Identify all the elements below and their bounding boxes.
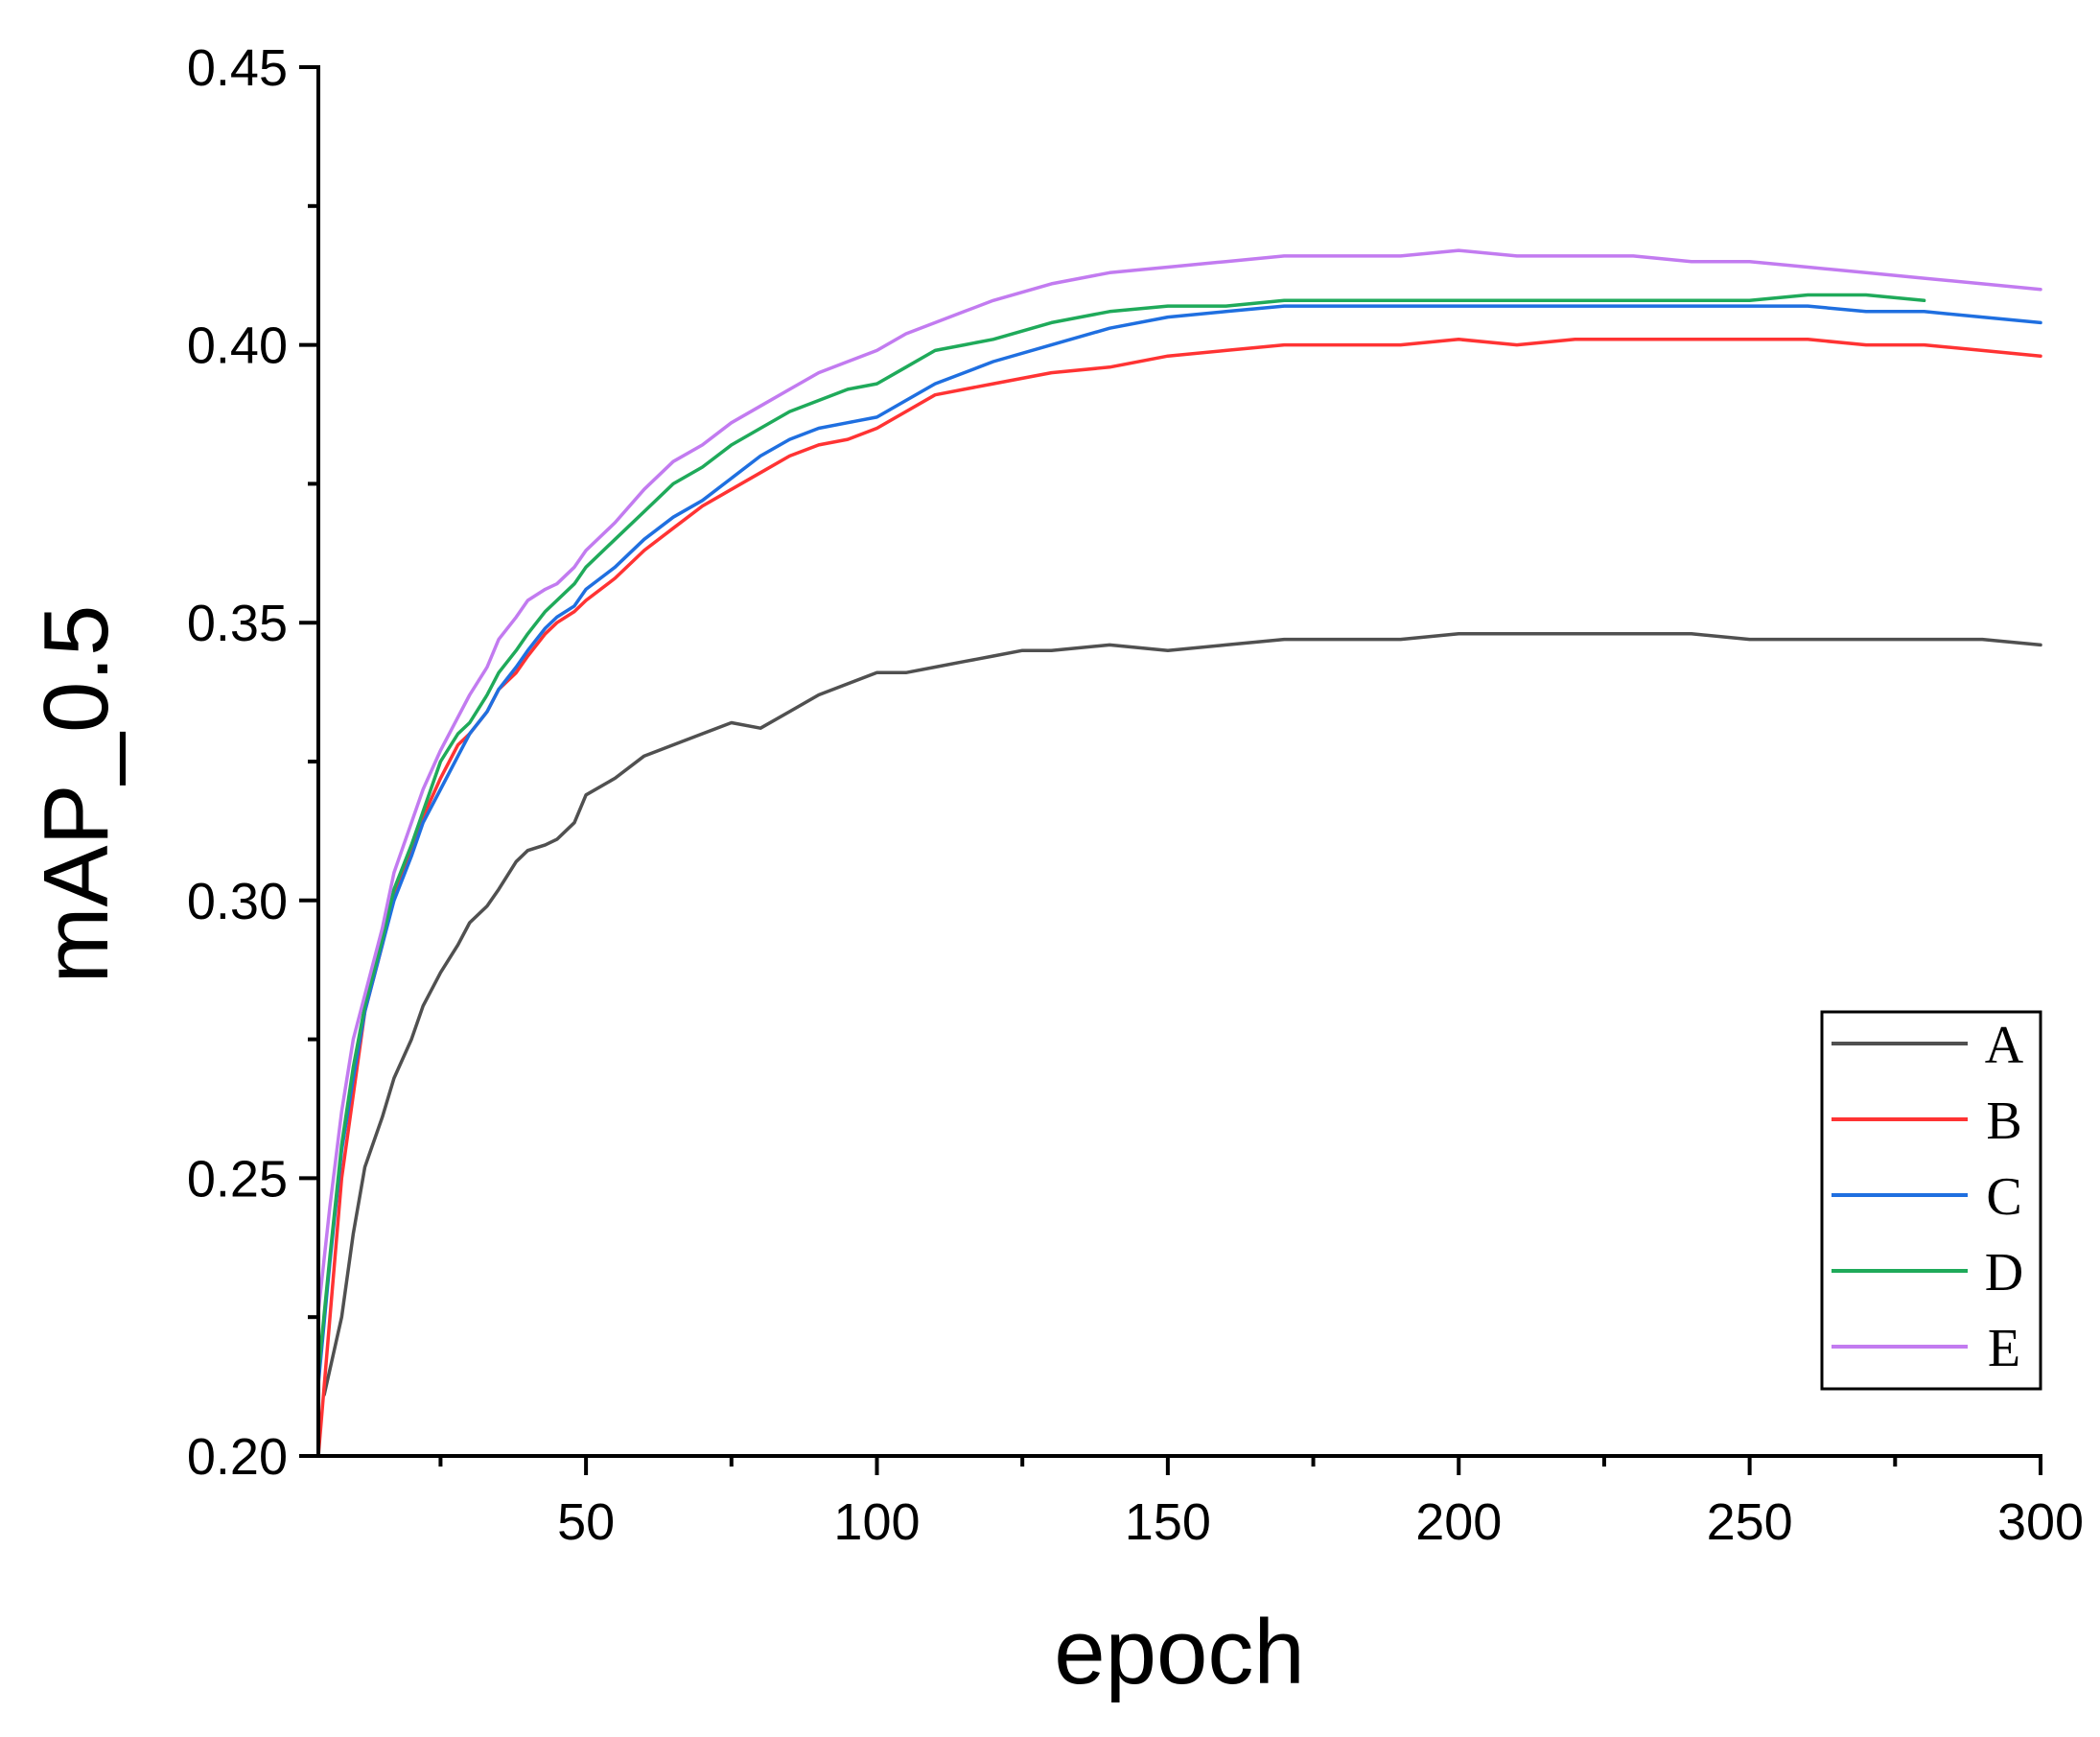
series-line-C — [316, 304, 2042, 1386]
y-tick-label: 0.20 — [187, 1428, 288, 1486]
y-tick-label: 0.40 — [187, 317, 288, 375]
x-tick-label: 50 — [557, 1493, 615, 1551]
series-line-A — [322, 632, 2042, 1397]
x-tick-label: 150 — [1125, 1493, 1211, 1551]
plot-axes — [316, 65, 2042, 1458]
series-line-E — [316, 248, 2042, 1314]
series-line-B — [316, 338, 2042, 1458]
y-tick-label: 0.25 — [187, 1150, 288, 1208]
legend-label: C — [1986, 1167, 2021, 1227]
legend-box — [1820, 1010, 2042, 1391]
x-tick-label: 200 — [1415, 1493, 1502, 1551]
y-tick-label: 0.45 — [187, 39, 288, 97]
legend-label: D — [1985, 1243, 2023, 1303]
x-axis-title: epoch — [1054, 1601, 1305, 1703]
y-tick-label: 0.30 — [187, 873, 288, 930]
y-axis-title: mAP_0.5 — [25, 605, 128, 984]
x-tick-label: 250 — [1707, 1493, 1793, 1551]
plot-ticks: 0.20 0.25 0.30 0.35 0.40 0.45 50 100 150 200 250 30… — [187, 39, 2084, 1551]
series-line-D — [316, 293, 1926, 1374]
legend-label: E — [1988, 1319, 2020, 1378]
x-tick-label: 100 — [833, 1493, 920, 1551]
plot-series — [316, 248, 2042, 1458]
x-tick-label: 300 — [1997, 1493, 2084, 1551]
legend-label: B — [1986, 1091, 2021, 1151]
y-tick-label: 0.35 — [187, 595, 288, 652]
legend-label: A — [1985, 1016, 2024, 1075]
